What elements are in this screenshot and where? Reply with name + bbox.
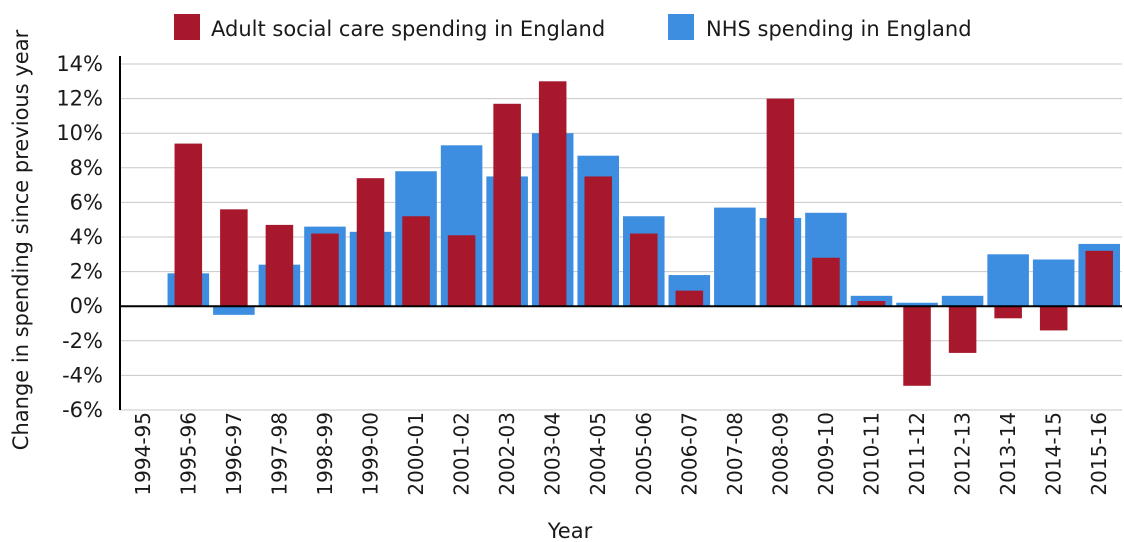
legend-label-nhs: NHS spending in England bbox=[706, 17, 972, 41]
y-tick-label: 0% bbox=[70, 294, 103, 318]
x-tick-label: 2010-11 bbox=[860, 412, 884, 496]
y-tick-label: 6% bbox=[70, 190, 103, 214]
x-tick-label: 2003-04 bbox=[541, 412, 565, 496]
x-tick-label: 2006-07 bbox=[677, 412, 701, 496]
x-tick-label: 2001-02 bbox=[450, 412, 474, 496]
bar-nhs-2013-14 bbox=[987, 254, 1029, 307]
x-tick-label: 1996-97 bbox=[222, 412, 246, 496]
bar-adult-social-care-2008-09 bbox=[766, 98, 795, 307]
x-tick-label: 2000-01 bbox=[404, 412, 428, 496]
x-tick-label: 2002-03 bbox=[495, 412, 519, 496]
bar-adult-social-care-1999-00 bbox=[356, 178, 385, 307]
x-tick-label: 2007-08 bbox=[723, 412, 747, 496]
bar-adult-social-care-2000-01 bbox=[402, 216, 430, 307]
bar-adult-social-care-2015-16 bbox=[1085, 250, 1113, 307]
x-tick-label: 2015-16 bbox=[1087, 412, 1111, 496]
x-axis-title: Year bbox=[547, 519, 593, 542]
y-tick-label: 2% bbox=[70, 260, 103, 284]
bar-adult-social-care-2003-04 bbox=[538, 81, 567, 307]
y-tick-label: 8% bbox=[70, 156, 103, 180]
bar-nhs-2012-13 bbox=[941, 295, 984, 307]
y-tick-label: -4% bbox=[62, 363, 103, 387]
x-tick-label: 1994-95 bbox=[131, 412, 155, 496]
axes bbox=[119, 56, 1122, 410]
y-tick-labels: 14% 12% 10% 8% 6% 4% 2% 0% -2% -4% -6% bbox=[56, 52, 103, 422]
x-tick-label: 2012-13 bbox=[951, 412, 975, 496]
y-tick-label: -6% bbox=[62, 398, 103, 422]
bar-adult-social-care-2012-13 bbox=[948, 306, 977, 353]
bar-adult-social-care-2005-06 bbox=[630, 233, 658, 307]
x-tick-label: 1995-96 bbox=[176, 412, 200, 496]
x-tick-label: 2009-10 bbox=[814, 412, 838, 496]
x-tick-label: 2014-15 bbox=[1042, 412, 1066, 496]
bar-adult-social-care-1996-97 bbox=[220, 209, 248, 307]
legend-swatch-adult-social-care bbox=[174, 14, 200, 40]
bar-adult-social-care-2002-03 bbox=[493, 103, 521, 307]
bar-adult-social-care-2010-11 bbox=[857, 301, 886, 307]
y-tick-label: 4% bbox=[70, 225, 103, 249]
x-tick-label: 2011-12 bbox=[905, 412, 929, 496]
bar-adult-social-care-2009-10 bbox=[812, 257, 840, 307]
bar-adult-social-care-1997-98 bbox=[265, 224, 294, 307]
legend-swatch-nhs bbox=[668, 14, 694, 40]
x-tick-label: 1999-00 bbox=[359, 412, 383, 496]
x-tick-label: 2005-06 bbox=[632, 412, 656, 496]
bar-adult-social-care-2004-05 bbox=[584, 176, 612, 307]
bar-nhs-2007-08 bbox=[714, 207, 756, 307]
bar-adult-social-care-2014-15 bbox=[1039, 306, 1068, 331]
legend-label-adult-social-care: Adult social care spending in England bbox=[211, 17, 605, 41]
bar-adult-social-care-1995-96 bbox=[174, 143, 203, 307]
bar-adult-social-care-1998-99 bbox=[311, 233, 339, 307]
legend: Adult social care spending in England NH… bbox=[174, 14, 972, 41]
bar-adult-social-care-2006-07 bbox=[675, 290, 704, 307]
bar-nhs-2011-12 bbox=[896, 302, 938, 307]
x-tick-label: 2004-05 bbox=[586, 412, 610, 496]
x-tick-labels: 1994-95 1995-96 1996-97 1997-98 1998-99 1999-… bbox=[131, 412, 1111, 496]
bar-adult-social-care-2013-14 bbox=[994, 306, 1022, 319]
x-tick-label: 1998-99 bbox=[313, 412, 337, 496]
adult-social-care-bars bbox=[174, 81, 1113, 386]
y-tick-label: 14% bbox=[56, 52, 103, 76]
bar-adult-social-care-2001-02 bbox=[447, 235, 476, 307]
x-tick-label: 1997-98 bbox=[267, 412, 291, 496]
y-tick-label: 12% bbox=[56, 87, 103, 111]
x-tick-label: 2013-14 bbox=[996, 412, 1020, 496]
bar-adult-social-care-2011-12 bbox=[903, 306, 931, 386]
bar-nhs-1996-97 bbox=[213, 306, 255, 315]
y-axis-title: Change in spending since previous year bbox=[9, 29, 33, 450]
y-tick-label: -2% bbox=[62, 329, 103, 353]
y-tick-label: 10% bbox=[56, 121, 103, 145]
bar-nhs-2014-15 bbox=[1032, 259, 1075, 307]
x-tick-label: 2008-09 bbox=[768, 412, 792, 496]
